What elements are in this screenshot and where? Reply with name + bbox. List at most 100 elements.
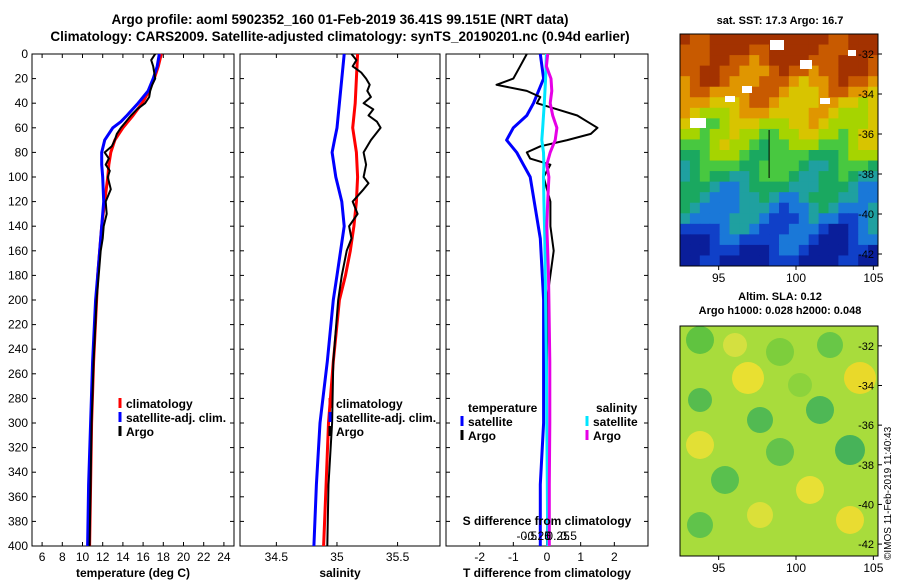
sst-pixel (848, 181, 859, 193)
sla-anomaly-blob (835, 435, 865, 465)
sst-pixel (779, 213, 790, 225)
sst-pixel (788, 44, 800, 56)
sst-pixel (828, 86, 839, 98)
legend-label-2-1: Argo (468, 429, 496, 443)
title-line-1: Argo profile: aoml 5902352_160 01-Feb-20… (111, 12, 569, 27)
sst-pixel (828, 44, 839, 56)
sst-pixel (680, 192, 691, 204)
sla-anomaly-blob (796, 476, 824, 504)
sst-pixel (729, 55, 740, 67)
sst-pixel (699, 255, 711, 267)
sst-pixel (729, 86, 740, 98)
sst-pixel (848, 150, 859, 162)
sst-pixel (719, 223, 730, 235)
legend-label-1-2: Argo (336, 425, 364, 439)
sst-pixel (858, 139, 869, 151)
sst-map-title: sat. SST: 17.3 Argo: 16.7 (716, 15, 844, 27)
sst-pixel (759, 76, 770, 88)
sst-pixel (759, 244, 770, 256)
sst-pixel (868, 255, 879, 267)
sst-cloud (820, 98, 830, 104)
sst-pixel (788, 181, 800, 193)
sst-pixel (709, 86, 721, 98)
sst-pixel (739, 139, 750, 151)
sst-pixel (779, 44, 790, 56)
sst-cloud (800, 60, 812, 69)
sst-pixel (769, 234, 780, 246)
sst-pixel (680, 223, 691, 235)
sst-pixel (689, 244, 701, 256)
sst-pixel (868, 65, 879, 77)
sst-pixel (788, 223, 800, 235)
sst-pixel (719, 139, 730, 151)
sst-pixel (848, 65, 859, 77)
sst-pixel (818, 86, 829, 98)
sst-pixel (680, 34, 691, 46)
sst-pixel (798, 65, 810, 77)
sst-pixel (858, 234, 869, 246)
sst-pixel (739, 44, 750, 56)
sst-pixel (739, 160, 750, 172)
sst-pixel (689, 128, 701, 140)
sst-pixel (699, 171, 711, 183)
sst-pixel (838, 255, 849, 267)
sst-pixel (808, 213, 820, 225)
map-1-lon-label: 95 (712, 561, 726, 575)
sst-pixel (828, 118, 839, 130)
sst-pixel (680, 181, 691, 193)
panel-2-s-tick-label: -0.5 (516, 529, 537, 543)
sst-pixel (838, 171, 849, 183)
sst-pixel (788, 139, 800, 151)
sst-pixel (749, 160, 760, 172)
sst-pixel (828, 65, 839, 77)
sst-pixel (779, 55, 790, 67)
sst-pixel (779, 34, 790, 46)
sst-pixel (808, 55, 820, 67)
sst-pixel (828, 76, 839, 88)
sst-pixel (769, 107, 780, 119)
sla-anomaly-blob (686, 431, 714, 459)
sst-pixel (729, 223, 740, 235)
sst-pixel (788, 55, 800, 67)
sst-pixel (719, 150, 730, 162)
sst-pixel (769, 223, 780, 235)
sst-pixel (739, 213, 750, 225)
sst-pixel (719, 255, 730, 267)
sst-pixel (709, 76, 721, 88)
sst-pixel (828, 213, 839, 225)
sst-pixel (709, 160, 721, 172)
sst-pixel (779, 65, 790, 77)
sst-pixel (729, 192, 740, 204)
sst-pixel (779, 181, 790, 193)
sst-pixel (699, 76, 711, 88)
depth-tick-label: 140 (8, 219, 28, 233)
panel-0-frame (31, 53, 235, 547)
sst-pixel (680, 234, 691, 246)
sst-pixel (798, 202, 810, 214)
depth-tick-label: 220 (8, 318, 28, 332)
sst-pixel (749, 202, 760, 214)
sst-pixel (779, 107, 790, 119)
sst-pixel (818, 171, 829, 183)
sst-pixel (798, 234, 810, 246)
map-0-lat-label: -34 (858, 89, 874, 101)
sst-pixel (779, 202, 790, 214)
sst-pixel (709, 97, 721, 109)
sst-pixel (848, 160, 859, 172)
sst-pixel (808, 181, 820, 193)
map-0-lat-label: -38 (858, 169, 874, 181)
depth-tick-label: 400 (8, 539, 28, 553)
sst-pixel (759, 171, 770, 183)
sst-pixel (838, 150, 849, 162)
sst-pixel (868, 150, 879, 162)
sst-pixel (749, 171, 760, 183)
sst-pixel (709, 139, 721, 151)
sst-pixel (709, 65, 721, 77)
sst-pixel (798, 181, 810, 193)
sst-pixel (838, 118, 849, 130)
sst-pixel (838, 160, 849, 172)
sst-pixel (798, 118, 810, 130)
sst-pixel (680, 150, 691, 162)
sst-pixel (689, 213, 701, 225)
